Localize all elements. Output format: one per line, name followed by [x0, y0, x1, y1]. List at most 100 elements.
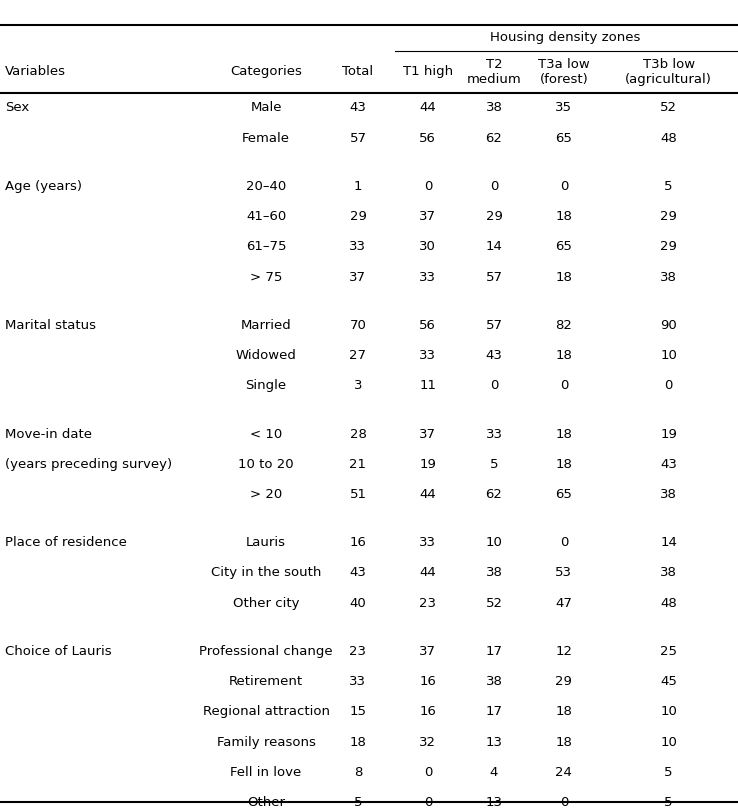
Text: 65: 65	[556, 132, 572, 145]
Text: 48: 48	[661, 597, 677, 610]
Text: 65: 65	[556, 240, 572, 253]
Text: Single: Single	[246, 379, 286, 392]
Text: Family reasons: Family reasons	[217, 735, 316, 748]
Text: 0: 0	[559, 379, 568, 392]
Text: 51: 51	[350, 488, 367, 501]
Text: 12: 12	[555, 645, 573, 658]
Text: 20–40: 20–40	[246, 180, 286, 193]
Text: > 75: > 75	[250, 270, 282, 283]
Text: 45: 45	[661, 676, 677, 688]
Text: 53: 53	[555, 566, 573, 579]
Text: 18: 18	[556, 270, 572, 283]
Text: 48: 48	[661, 132, 677, 145]
Text: 38: 38	[486, 101, 503, 114]
Text: 33: 33	[350, 240, 367, 253]
Text: 29: 29	[661, 210, 677, 223]
Text: Age (years): Age (years)	[5, 180, 82, 193]
Text: 18: 18	[350, 735, 366, 748]
Text: Married: Married	[241, 319, 292, 332]
Text: 0: 0	[664, 379, 673, 392]
Text: 52: 52	[660, 101, 677, 114]
Text: 38: 38	[486, 676, 503, 688]
Text: 47: 47	[556, 597, 572, 610]
Text: 40: 40	[350, 597, 366, 610]
Text: 0: 0	[559, 536, 568, 549]
Text: 33: 33	[350, 676, 367, 688]
Text: Female: Female	[242, 132, 290, 145]
Text: 37: 37	[419, 645, 436, 658]
Text: 43: 43	[661, 458, 677, 471]
Text: 11: 11	[419, 379, 436, 392]
Text: 10: 10	[661, 349, 677, 362]
Text: 10: 10	[661, 705, 677, 718]
Text: 33: 33	[419, 536, 436, 549]
Text: 24: 24	[556, 766, 572, 779]
Text: 43: 43	[486, 349, 503, 362]
Text: 0: 0	[424, 796, 432, 809]
Text: 19: 19	[419, 458, 436, 471]
Text: 29: 29	[556, 676, 572, 688]
Text: 18: 18	[556, 735, 572, 748]
Text: 0: 0	[559, 180, 568, 193]
Text: 38: 38	[661, 270, 677, 283]
Text: 5: 5	[490, 458, 498, 471]
Text: > 20: > 20	[250, 488, 282, 501]
Text: 10: 10	[486, 536, 503, 549]
Text: 56: 56	[419, 319, 436, 332]
Text: 44: 44	[419, 488, 436, 501]
Text: 14: 14	[486, 240, 503, 253]
Text: Move-in date: Move-in date	[5, 427, 92, 441]
Text: 0: 0	[490, 180, 498, 193]
Text: 27: 27	[350, 349, 367, 362]
Text: 10: 10	[661, 735, 677, 748]
Text: 18: 18	[556, 705, 572, 718]
Text: 1: 1	[354, 180, 362, 193]
Text: 17: 17	[486, 645, 503, 658]
Text: 17: 17	[486, 705, 503, 718]
Text: 57: 57	[350, 132, 367, 145]
Text: Total: Total	[342, 66, 373, 78]
Text: T1 high: T1 high	[403, 66, 453, 78]
Text: Male: Male	[250, 101, 282, 114]
Text: 23: 23	[419, 597, 436, 610]
Text: Housing density zones: Housing density zones	[491, 32, 641, 44]
Text: 13: 13	[486, 735, 503, 748]
Text: 65: 65	[556, 488, 572, 501]
Text: 10 to 20: 10 to 20	[238, 458, 294, 471]
Text: 44: 44	[419, 566, 436, 579]
Text: 28: 28	[350, 427, 366, 441]
Text: City in the south: City in the south	[211, 566, 321, 579]
Text: 5: 5	[664, 796, 673, 809]
Text: 37: 37	[350, 270, 367, 283]
Text: 18: 18	[556, 427, 572, 441]
Text: 62: 62	[486, 132, 503, 145]
Text: Fell in love: Fell in love	[230, 766, 302, 779]
Text: 25: 25	[660, 645, 677, 658]
Text: 16: 16	[419, 676, 436, 688]
Text: 33: 33	[419, 270, 436, 283]
Text: 18: 18	[556, 210, 572, 223]
Text: 43: 43	[350, 101, 366, 114]
Text: Widowed: Widowed	[235, 349, 297, 362]
Text: 0: 0	[490, 379, 498, 392]
Text: 38: 38	[486, 566, 503, 579]
Text: 23: 23	[350, 645, 367, 658]
Text: 5: 5	[354, 796, 362, 809]
Text: 32: 32	[419, 735, 436, 748]
Text: 21: 21	[350, 458, 367, 471]
Text: Other: Other	[247, 796, 285, 809]
Text: Retirement: Retirement	[229, 676, 303, 688]
Text: 30: 30	[419, 240, 436, 253]
Text: 8: 8	[354, 766, 362, 779]
Text: 61–75: 61–75	[246, 240, 286, 253]
Text: 29: 29	[486, 210, 503, 223]
Text: Categories: Categories	[230, 66, 302, 78]
Text: < 10: < 10	[250, 427, 282, 441]
Text: 0: 0	[559, 796, 568, 809]
Text: Place of residence: Place of residence	[5, 536, 127, 549]
Text: 57: 57	[486, 270, 503, 283]
Text: Regional attraction: Regional attraction	[202, 705, 330, 718]
Text: 82: 82	[556, 319, 572, 332]
Text: 33: 33	[419, 349, 436, 362]
Text: 18: 18	[556, 458, 572, 471]
